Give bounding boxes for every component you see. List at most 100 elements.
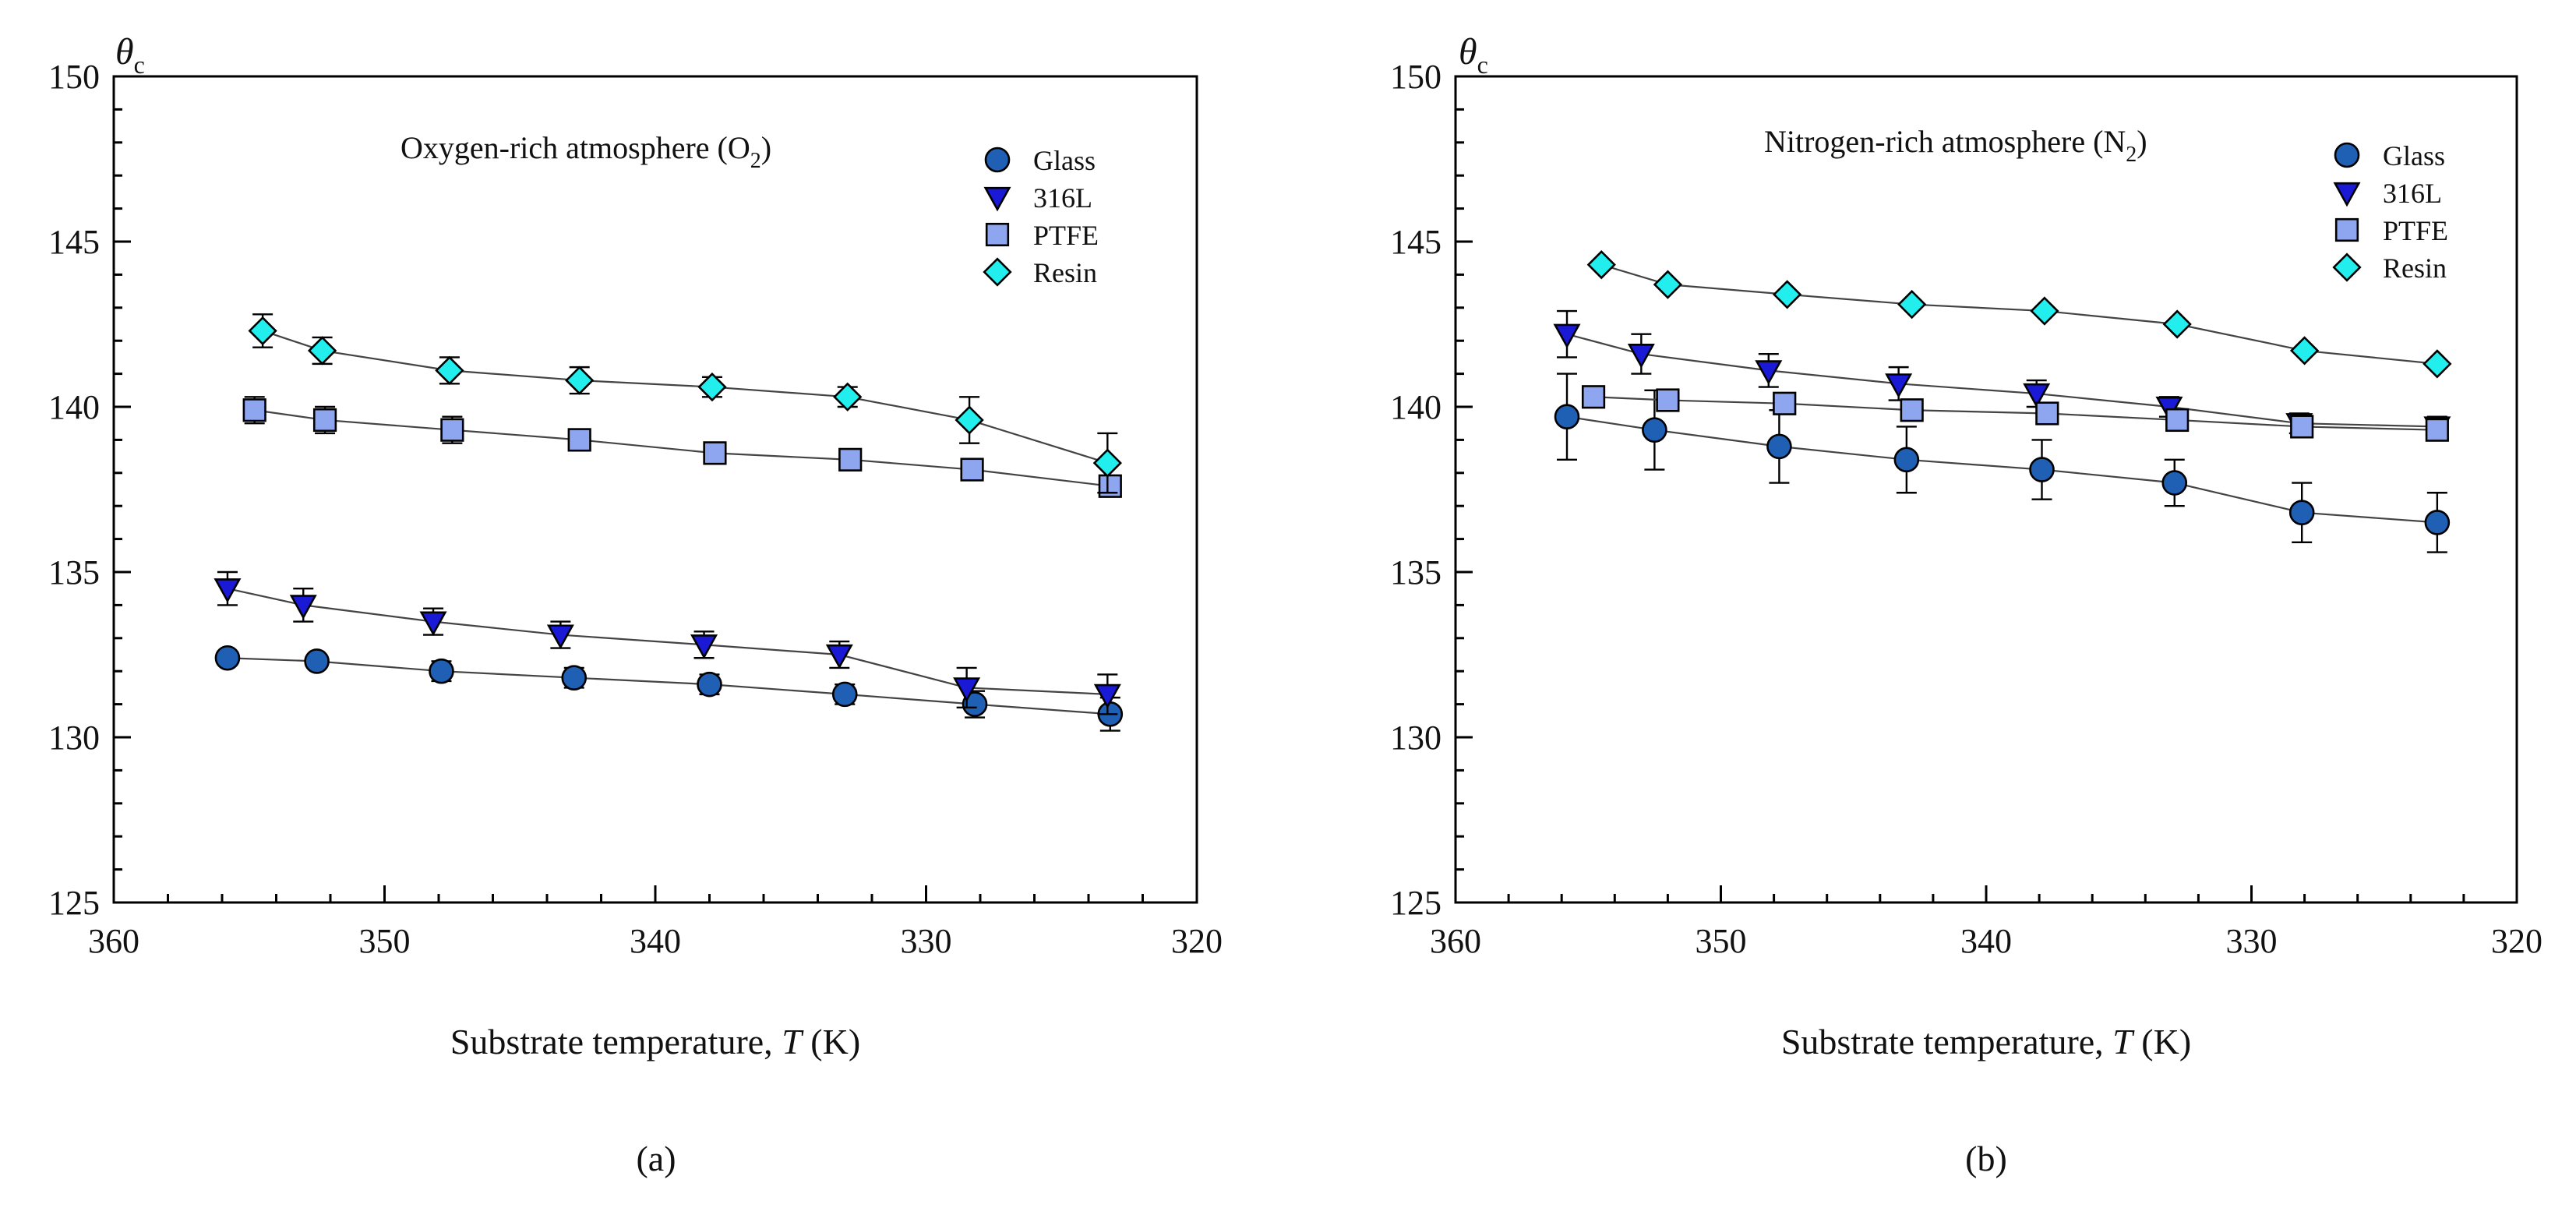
series-line-ptfe [1593, 396, 2437, 431]
data-point-316l [1093, 683, 1121, 709]
x-axis-title-a: Substrate temperature, T (K) [450, 1022, 860, 1061]
data-point-resin [1092, 448, 1122, 478]
series-line-316l [227, 588, 1108, 695]
y-tick-label: 125 [1390, 884, 1442, 922]
ticks-b: 360 350 340 330 320 125 130 135 140 145 150 [1390, 58, 2542, 960]
series-line-glass [227, 657, 1110, 715]
y-tick-label: 140 [48, 388, 100, 426]
y-tick-label: 130 [1390, 719, 1442, 757]
legend-marker-ptfe [2334, 217, 2359, 242]
data-point-resin [307, 336, 337, 366]
data-point-ptfe [960, 457, 984, 482]
data-point-ptfe [567, 428, 591, 452]
data-point-316l [213, 578, 242, 603]
legend-label-glass: Glass [2383, 140, 2445, 171]
y-tick-label: 125 [48, 884, 100, 922]
data-point-glass [304, 648, 330, 674]
legend-marker-glass [2334, 142, 2360, 168]
data-point-ptfe [703, 441, 727, 465]
data-point-glass [2288, 500, 2315, 525]
legend-marker-ptfe [985, 222, 1010, 247]
x-axis-title-b: Substrate temperature, T (K) [1781, 1022, 2191, 1061]
data-point-ptfe [838, 447, 863, 472]
data-point-ptfe [242, 398, 266, 422]
legend-marker-resin [2332, 253, 2362, 282]
data-point-316l [1885, 373, 1913, 398]
data-point-316l [2023, 383, 2051, 408]
panel-label-a: (a) [636, 1139, 676, 1178]
data-point-resin [2162, 309, 2192, 339]
legend-label-glass: Glass [1033, 145, 1096, 176]
data-point-resin [2289, 336, 2320, 366]
series-line-resin [262, 330, 1108, 464]
x-tick-label: 340 [630, 922, 681, 960]
data-point-resin [1897, 289, 1927, 320]
legend-b: Glass 316L PTFE Resin [2332, 140, 2448, 284]
legend-label-316l: 316L [1033, 182, 1092, 214]
data-point-glass [831, 681, 858, 708]
legend-label-316l: 316L [2383, 178, 2442, 209]
y-tick-label: 145 [48, 223, 100, 261]
data-point-resin [1772, 280, 1802, 309]
data-point-glass [214, 645, 241, 671]
x-tick-label: 360 [1430, 922, 1481, 960]
data-point-ptfe [440, 418, 464, 442]
data-point-resin [697, 372, 727, 402]
y-axis-label-b: θc [1459, 31, 1488, 79]
series-line-resin [1600, 263, 2437, 365]
data-point-glass [2029, 457, 2055, 482]
data-point-316l [419, 611, 447, 637]
legend-a: Glass 316L PTFE Resin [983, 145, 1099, 288]
x-tick-label: 350 [1696, 922, 1747, 960]
data-point-glass [1893, 447, 1920, 473]
series-a [213, 313, 1124, 732]
data-point-ptfe [312, 408, 337, 433]
data-point-ptfe [1773, 391, 1797, 415]
data-point-glass [2161, 470, 2188, 496]
data-point-glass [561, 665, 588, 691]
data-point-316l [690, 634, 718, 659]
series-b [1553, 250, 2452, 553]
panel-label-b: (b) [1965, 1139, 2007, 1178]
data-point-resin [833, 382, 863, 411]
data-point-glass [697, 671, 722, 698]
data-point-ptfe [2035, 401, 2059, 426]
y-tick-label: 150 [1390, 58, 1442, 96]
data-point-316l [1755, 360, 1783, 385]
data-point-resin [955, 405, 984, 435]
y-tick-label: 135 [1390, 553, 1442, 592]
y-tick-label: 150 [48, 58, 100, 96]
data-point-glass [962, 691, 988, 717]
legend-label-resin: Resin [2383, 253, 2447, 284]
legend-marker-316l [2333, 182, 2361, 207]
data-point-glass [1766, 433, 1792, 460]
data-point-316l [546, 624, 574, 649]
data-point-glass [429, 658, 454, 684]
legend-marker-resin [983, 257, 1012, 287]
data-point-316l [289, 595, 317, 620]
y-tick-label: 135 [48, 553, 100, 592]
data-point-ptfe [1656, 388, 1680, 412]
x-tick-label: 330 [901, 922, 952, 960]
legend-label-ptfe: PTFE [2383, 215, 2448, 246]
y-tick-label: 140 [1390, 388, 1442, 426]
panel-b: θc 360 350 340 330 320 125 130 135 140 145 150 Nit… [1390, 31, 2542, 1178]
data-point-resin [248, 316, 277, 346]
data-point-glass [2424, 510, 2451, 535]
x-tick-label: 320 [1171, 922, 1223, 960]
series-line-glass [1566, 415, 2437, 524]
legend-label-resin: Resin [1033, 257, 1097, 288]
annotation-b: Nitrogen-rich atmosphere (N2) [1764, 124, 2147, 167]
series-line-316l [1566, 333, 2437, 428]
x-tick-label: 360 [88, 922, 139, 960]
data-point-ptfe [2165, 408, 2190, 433]
data-point-resin [2030, 296, 2059, 326]
series-line-ptfe [254, 409, 1110, 487]
data-point-ptfe [1900, 398, 1924, 422]
data-point-ptfe [2425, 418, 2449, 442]
data-point-resin [435, 355, 464, 385]
data-point-316l [953, 677, 981, 702]
x-tick-label: 340 [1960, 922, 2012, 960]
legend-label-ptfe: PTFE [1033, 220, 1099, 251]
